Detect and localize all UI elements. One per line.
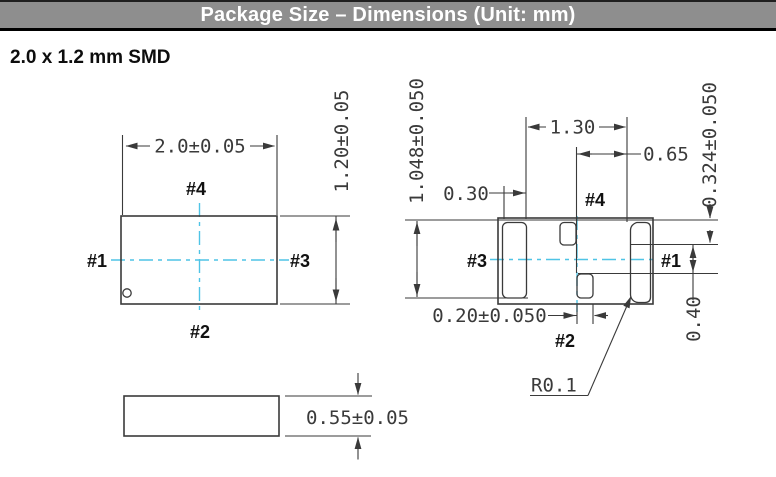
dim-pad4-to-pad1-label: 0.65 bbox=[643, 144, 689, 166]
side-view: 0.55±0.05 bbox=[123, 373, 409, 460]
pin4-label: #4 bbox=[585, 190, 605, 210]
dim-pad-span-label: 1.30 bbox=[550, 117, 596, 139]
pad1 bbox=[629, 221, 652, 304]
pad4 bbox=[559, 221, 577, 246]
section-title: Package Size – Dimensions (Unit: mm) bbox=[200, 3, 576, 26]
dim-height-label: 1.20±0.05 bbox=[331, 90, 353, 193]
dim-pad3-width-label: 0.30 bbox=[443, 183, 489, 205]
section-header-bar: Package Size – Dimensions (Unit: mm) bbox=[0, 0, 776, 31]
pin2-label: #2 bbox=[555, 331, 575, 351]
pin1-indicator-circle bbox=[122, 288, 132, 298]
pin4-label: #4 bbox=[186, 179, 206, 199]
leader-arrow bbox=[587, 296, 632, 396]
land-pattern-view: 1.048±0.050 1.30 0.65 0.30 0.324±0.050 bbox=[405, 78, 721, 397]
dim-pad1-height-label: 0.40 bbox=[683, 296, 705, 342]
dim-pad-length-label: 1.048±0.050 bbox=[406, 78, 428, 204]
package-side-outline bbox=[123, 395, 280, 437]
package-size-subtitle: 2.0 x 1.2 mm SMD bbox=[10, 47, 171, 68]
pad2 bbox=[576, 273, 594, 299]
pin2-label: #2 bbox=[190, 322, 210, 342]
dim-pad2-width-label: 0.20±0.050 bbox=[432, 305, 546, 327]
pin1-label: #1 bbox=[661, 251, 681, 271]
dim-corner-radius-label: R0.1 bbox=[531, 375, 577, 397]
top-view: 2.0±0.05 1.20±0.05 #4 #1 #3 #2 bbox=[87, 90, 353, 342]
pin1-label: #1 bbox=[87, 251, 107, 271]
dim-width-label: 2.0±0.05 bbox=[154, 136, 246, 158]
dim-top-offset-label: 0.324±0.050 bbox=[699, 82, 721, 208]
package-outline bbox=[497, 217, 654, 305]
dim-thickness-label: 0.55±0.05 bbox=[306, 407, 409, 429]
pad3 bbox=[501, 221, 528, 299]
pin3-label: #3 bbox=[290, 251, 310, 271]
package-outline bbox=[120, 215, 278, 305]
pin3-label: #3 bbox=[467, 251, 487, 271]
